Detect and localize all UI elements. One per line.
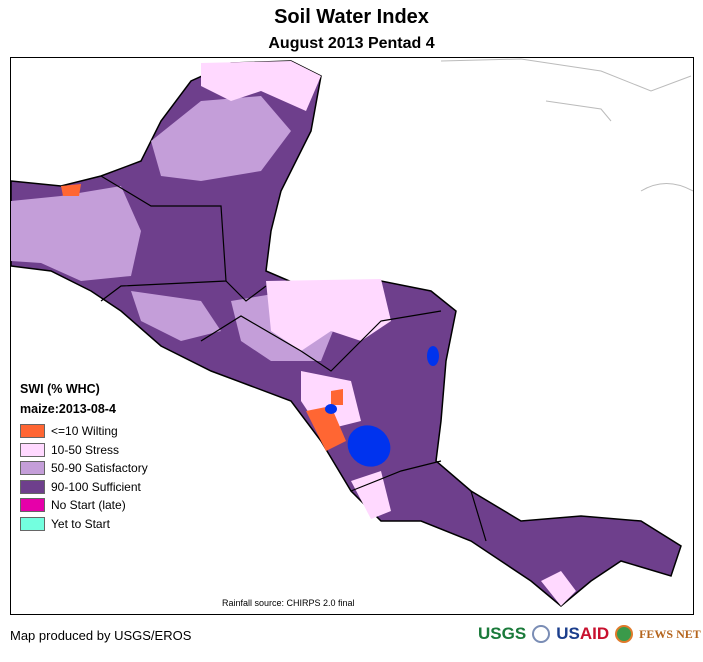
legend-label: <=10 Wilting xyxy=(51,424,118,439)
map-credit: Map produced by USGS/EROS xyxy=(10,628,192,643)
legend-item-stress: 10-50 Stress xyxy=(20,441,148,460)
legend-swatch xyxy=(20,498,45,513)
region-satisfactory xyxy=(131,291,221,341)
map-title: Soil Water Index xyxy=(274,6,429,28)
island-outline xyxy=(640,183,693,192)
lake xyxy=(325,404,337,414)
legend: SWI (% WHC) maize:2013-08-4 <=10 Wilting… xyxy=(20,382,148,533)
legend-subheading: maize:2013-08-4 xyxy=(20,402,116,416)
swi-map xyxy=(11,58,693,607)
country-border xyxy=(100,175,227,302)
map-frame xyxy=(10,57,694,615)
legend-label: 90-100 Sufficient xyxy=(51,479,141,494)
legend-swatch xyxy=(20,516,45,531)
legend-swatch xyxy=(20,479,45,494)
logos: USGS USAID FEWS NET xyxy=(478,624,701,644)
region-wilting xyxy=(306,406,346,451)
region-stress xyxy=(266,279,391,351)
legend-swatch xyxy=(20,424,45,439)
legend-swatch xyxy=(20,461,45,476)
fews-globe-icon xyxy=(615,625,634,643)
legend-item-yet-to-start: Yet to Start xyxy=(20,515,148,534)
region-wilting xyxy=(61,184,81,196)
usaid-logo: USAID xyxy=(556,624,610,643)
country-border xyxy=(225,280,267,302)
island-outline xyxy=(545,100,612,122)
legend-item-satisfactory: 50-90 Satisfactory xyxy=(20,459,148,478)
lake xyxy=(427,346,439,366)
usaid-seal-icon xyxy=(532,625,551,643)
legend-item-no-start: No Start (late) xyxy=(20,496,148,515)
map-subtitle: August 2013 Pentad 4 xyxy=(268,35,435,52)
legend-label: 50-90 Satisfactory xyxy=(51,461,148,476)
lake-nicaragua xyxy=(347,425,391,467)
region-satisfactory xyxy=(151,96,291,181)
legend-item-sufficient: 90-100 Sufficient xyxy=(20,478,148,497)
country-border xyxy=(200,310,442,372)
island-outline xyxy=(440,58,692,92)
legend-swatch xyxy=(20,442,45,457)
region-wilting xyxy=(331,389,343,405)
legend-label: Yet to Start xyxy=(51,516,110,531)
region-satisfactory xyxy=(11,186,141,281)
legend-item-wilting: <=10 Wilting xyxy=(20,422,148,441)
region-stress xyxy=(351,471,391,519)
usgs-logo: USGS xyxy=(478,624,527,643)
country-border xyxy=(470,490,487,542)
region-stress xyxy=(541,571,576,606)
country-border xyxy=(350,460,442,492)
rainfall-source: Rainfall source: CHIRPS 2.0 final xyxy=(222,598,355,608)
legend-heading: SWI (% WHC) xyxy=(20,382,100,396)
region-stress xyxy=(201,61,321,111)
legend-label: No Start (late) xyxy=(51,498,126,513)
legend-label: 10-50 Stress xyxy=(51,442,120,457)
fews-net-logo: FEWS NET xyxy=(639,626,701,641)
